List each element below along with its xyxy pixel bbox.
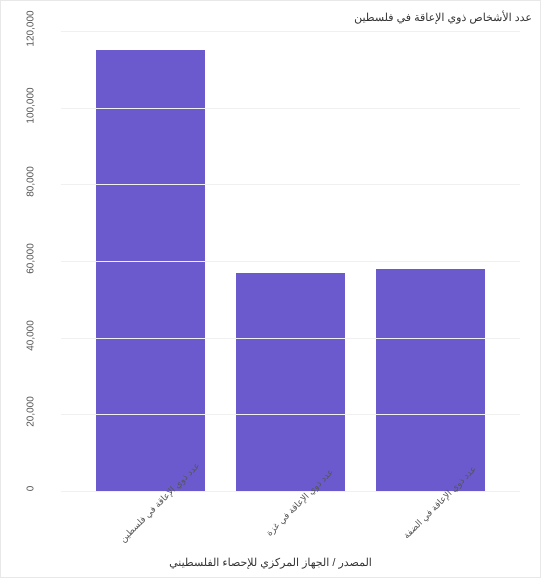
grid-line: [61, 108, 520, 109]
grid-line: [61, 414, 520, 415]
y-tick-label: 20,000: [26, 387, 37, 437]
y-tick-label: 120,000: [26, 4, 37, 54]
plot-area: [61, 31, 520, 492]
y-tick-label: 100,000: [26, 80, 37, 130]
chart-title: عدد الأشخاص ذوي الإعاقة في فلسطين: [354, 11, 532, 24]
grid-line: [61, 31, 520, 32]
y-axis: 020,00040,00060,00080,000100,000120,000: [1, 31, 61, 491]
x-axis-title: المصدر / الجهاز المركزي للإحصاء الفلسطين…: [1, 556, 540, 569]
y-tick-label: 80,000: [26, 157, 37, 207]
y-tick-label: 40,000: [26, 310, 37, 360]
y-tick-label: 0: [26, 464, 37, 514]
bar: [96, 50, 205, 491]
grid-line: [61, 261, 520, 262]
chart-container: عدد الأشخاص ذوي الإعاقة في فلسطين 0 20,00…: [0, 0, 541, 578]
x-axis-labels: عدد ذوي الإعاقة في فلسطينعدد ذوي الإعاقة…: [61, 493, 520, 553]
grid-line: [61, 338, 520, 339]
y-tick-label: 60,000: [26, 234, 37, 284]
grid-line: [61, 184, 520, 185]
